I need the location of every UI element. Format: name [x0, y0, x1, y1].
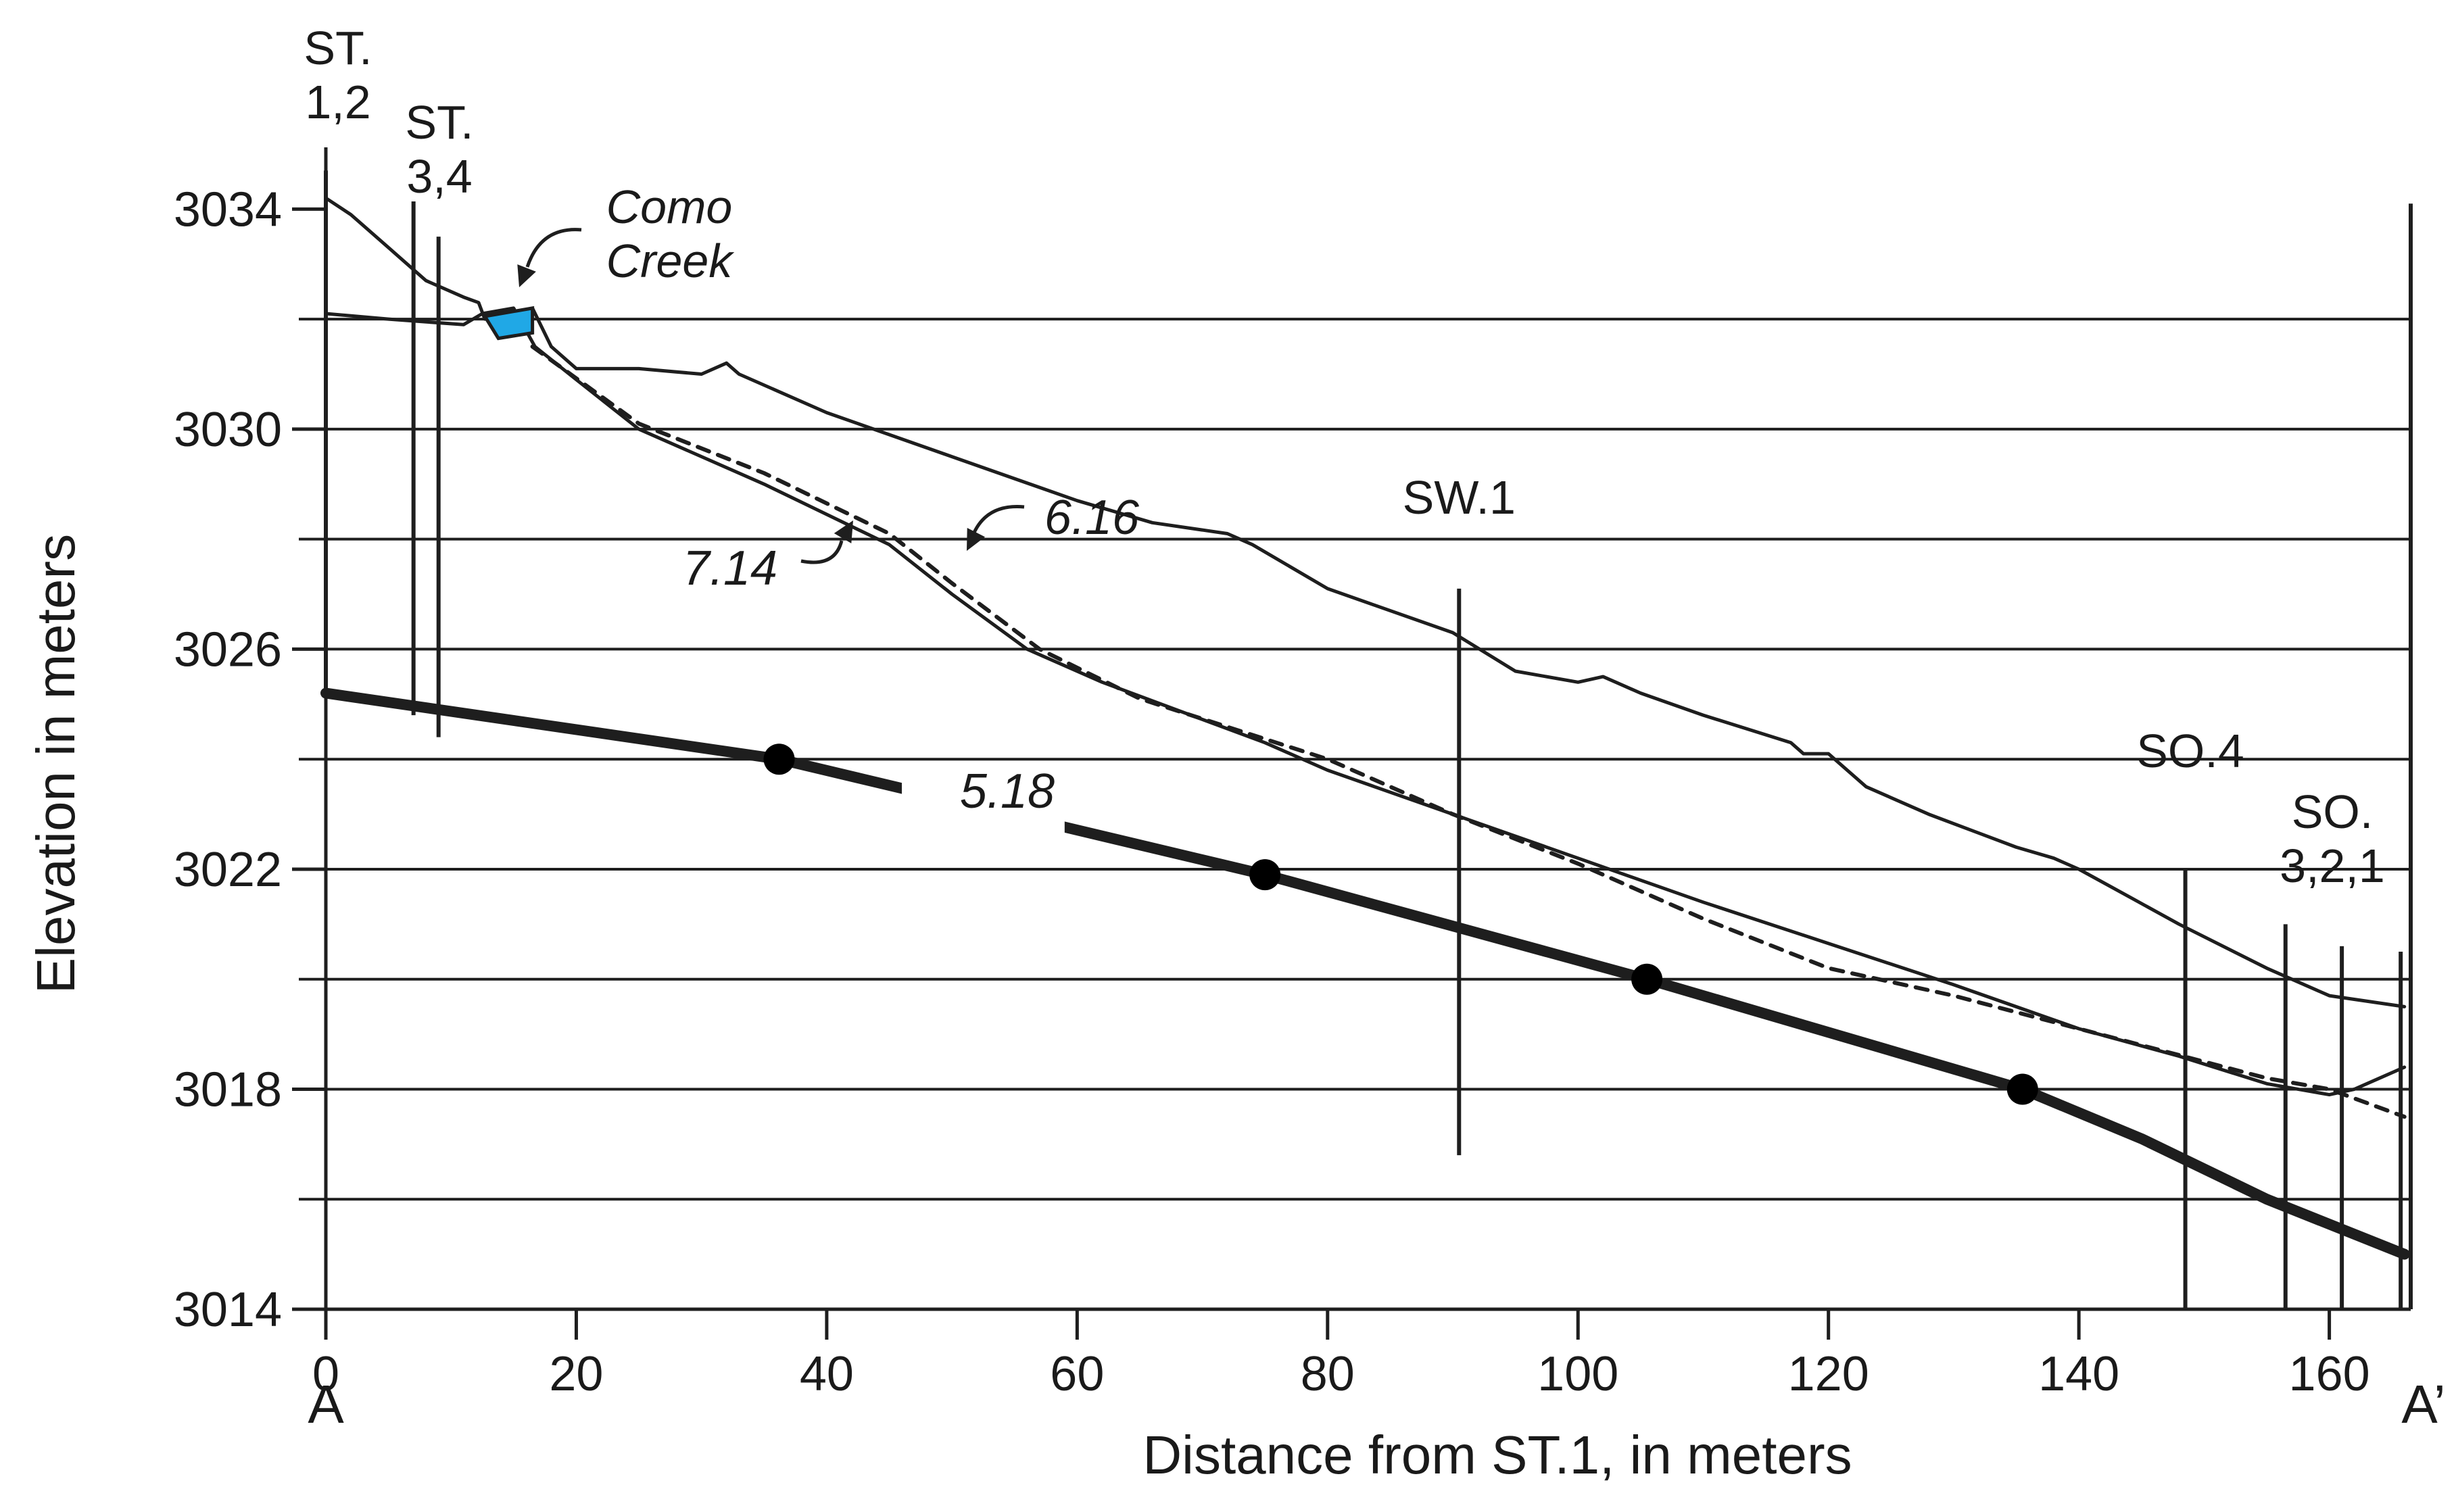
x-tick-label-100: 100 [1537, 1347, 1618, 1401]
x-tick-label-80: 80 [1301, 1347, 1355, 1401]
series [320, 196, 2410, 1260]
creek-arrow-shaft [525, 228, 582, 268]
series-marker-0 [763, 743, 795, 775]
arrow-7-14-head [834, 520, 853, 543]
arrow-6-16-shaft [971, 505, 1025, 535]
well-label-so321-line2: 3,2,1 [2280, 839, 2385, 892]
series-marker-3 [2006, 1073, 2038, 1105]
arrow-7-14-shaft [800, 540, 844, 564]
contour-label-7-14: 7.14 [683, 541, 777, 595]
series-marker-1 [1249, 859, 1281, 891]
y-tick-label-3018: 3018 [174, 1063, 282, 1117]
y-tick-label-3026: 3026 [174, 623, 282, 677]
wells [324, 170, 2413, 1309]
x-tick-label-140: 140 [2038, 1347, 2119, 1401]
well-label-st12-line1: ST. [304, 22, 372, 74]
x-tick-label-120: 120 [1788, 1347, 1869, 1401]
section-end-a-prime: A’ [2401, 1374, 2445, 1434]
y-tick-label-3014: 3014 [174, 1283, 282, 1337]
well-label-st34-line1: ST. [405, 96, 473, 149]
x-tick-label-160: 160 [2289, 1347, 2370, 1401]
contour-label-5-18: 5.18 [960, 764, 1055, 819]
well-label-so4: SO.4 [2136, 725, 2244, 777]
x-tick-label-40: 40 [800, 1347, 854, 1401]
well-label-st34-line2: 3,4 [406, 150, 472, 203]
x-tick-label-0: 0 [312, 1347, 339, 1401]
creek-arrow-head [517, 264, 536, 287]
x-tick-label-60: 60 [1050, 1347, 1104, 1401]
contour-label-6-16: 6.16 [1044, 491, 1140, 545]
series-line-2 [530, 344, 2407, 1119]
section-end-a: A [308, 1374, 344, 1434]
creek-water [482, 306, 535, 341]
axes: 3014 3018 3022 3026 3030 3034 0 20 40 60 80 100 120 1… [174, 147, 2411, 1401]
arrow-6-16-head [967, 528, 986, 551]
y-tick-label-3022: 3022 [174, 843, 282, 897]
creek-label-line1: Como [606, 180, 733, 233]
y-tick-label-3030: 3030 [174, 403, 282, 457]
x-axis-title: Distance from ST.1, in meters [1142, 1425, 1852, 1485]
y-axis-title: Elevation in meters [26, 534, 86, 994]
well-label-st12-line2: 1,2 [305, 76, 370, 128]
well-label-so321-line1: SO. [2292, 785, 2374, 838]
gridlines [299, 318, 2411, 1201]
label-gap-5-18 [902, 764, 1065, 848]
series-marker-2 [1631, 963, 1663, 995]
creek-label-line2: Creek [606, 235, 735, 287]
series-line-3 [320, 687, 2410, 1260]
y-tick-label-3034: 3034 [174, 182, 282, 237]
well-label-sw1: SW.1 [1403, 471, 1516, 524]
series-line-1 [324, 306, 2407, 1097]
x-tick-label-20: 20 [549, 1347, 603, 1401]
